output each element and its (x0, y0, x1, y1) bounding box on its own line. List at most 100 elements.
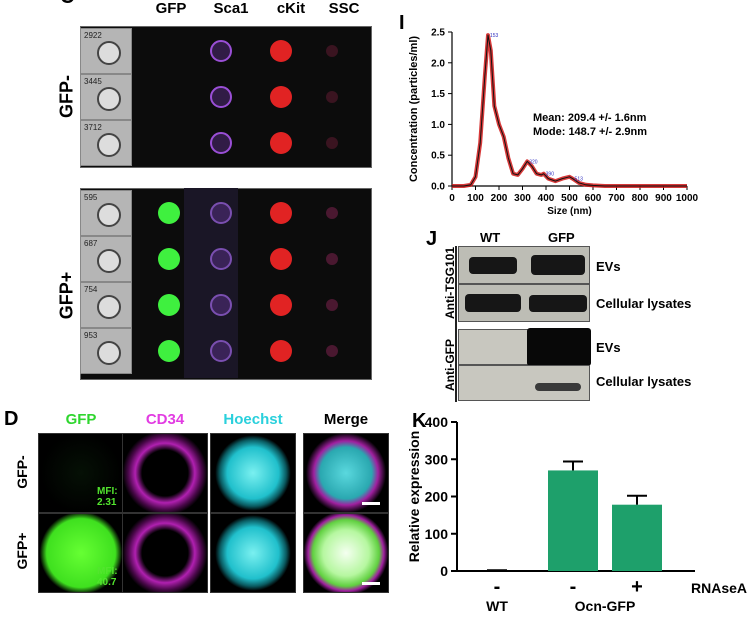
y-tick-label: 1.5 (431, 89, 445, 100)
row-label-d-gfp-neg: GFP- (14, 455, 30, 489)
blot-tsg101-lysates (458, 284, 590, 322)
brightfield-cell: 3445 (80, 74, 132, 120)
brightfield-cell-outline (97, 41, 121, 65)
cell-id-label: 687 (84, 239, 98, 248)
y-tick-label: 200 (425, 489, 449, 505)
row-label-gfp-pos: GFP+ (56, 271, 77, 320)
x-tick-label: 900 (655, 193, 672, 204)
blot-label-gfp-lysates: Cellular lysates (596, 374, 692, 389)
nta-size-distribution-chart: 0.0 0.5 1.0 1.5 2.0 2.5 0 100 200 300 400 500 600 700… (408, 28, 699, 218)
column-header-gfp: GFP (65, 411, 97, 428)
fluorescent-cell-ckit (270, 340, 292, 362)
y-tick-label: 2.0 (431, 58, 445, 69)
row-label-gfp-neg: GFP- (56, 75, 77, 118)
blot-label-tsg101-lysates: Cellular lysates (596, 296, 692, 311)
fluorescent-cell-sca1 (210, 340, 232, 362)
blot-tsg101-evs (458, 246, 590, 284)
x-tick-label: 0 (449, 193, 455, 204)
micrograph-signal (123, 434, 207, 512)
peak-label: 513 (575, 177, 584, 183)
mean-annotation: Mean: 209.4 +/- 1.6nm (533, 112, 647, 124)
panel-i-letter: I (399, 12, 405, 34)
fluorescent-cell-gfp (158, 340, 180, 362)
mode-annotation: Mode: 148.7 +/- 2.9nm (533, 126, 647, 138)
scale-bar (362, 582, 380, 585)
brightfield-cell-outline (97, 203, 121, 227)
brightfield-cell: 595 (80, 190, 132, 236)
peak-label: 320 (529, 159, 538, 165)
y-axis-label: Relative expression (406, 431, 422, 563)
brightfield-cell: 2922 (80, 28, 132, 74)
micrograph-hoechst (210, 433, 296, 513)
cell-id-label: 2922 (84, 31, 102, 40)
cell-id-label: 953 (84, 331, 98, 340)
rnase-label: RNAseA (691, 580, 747, 596)
x-tick-label: 600 (585, 193, 602, 204)
panel-j-letter: J (426, 228, 438, 250)
cell-id-label: 754 (84, 285, 98, 294)
micrograph-merge (303, 433, 389, 513)
y-tick-label: 300 (425, 451, 449, 467)
mfi-value: MFI: 2.31 (97, 486, 118, 508)
x-tick-label: 100 (467, 193, 484, 204)
rnase-sign: - (494, 576, 501, 598)
blot-label-tsg101-evs: EVs (596, 259, 621, 274)
y-tick-label: 2.5 (431, 28, 445, 39)
fluorescent-cell-sca1 (210, 294, 232, 316)
micrograph-cd34 (122, 433, 208, 513)
blot-label-gfp-evs: EVs (596, 340, 621, 355)
micrograph-signal (304, 514, 388, 592)
rnase-sign: + (631, 576, 643, 598)
peak-label: 153 (490, 33, 499, 39)
column-header-merge: Merge (323, 411, 369, 428)
brightfield-cell-outline (97, 341, 121, 365)
y-tick-label: 100 (425, 526, 449, 542)
micrograph-cd34 (122, 513, 208, 593)
blot-separator-line (455, 246, 457, 402)
scale-bar (362, 502, 380, 505)
fluorescent-cell-ssc (326, 253, 338, 265)
micrograph-gfp: MFI: 40.7 (38, 513, 124, 593)
column-header-gfp: GFP (155, 0, 187, 17)
micrograph-hoechst (210, 513, 296, 593)
brightfield-cell: 754 (80, 282, 132, 328)
fluorescent-cell-ssc (326, 45, 338, 57)
x-tick-label: 300 (514, 193, 531, 204)
row-label-d-gfp-pos: GFP+ (14, 532, 30, 570)
fluorescent-cell-sca1 (210, 202, 232, 224)
y-tick-label: 0.0 (431, 182, 445, 193)
brightfield-cell: 3712 (80, 120, 132, 166)
blot-gfp-lysates (458, 365, 590, 401)
fluorescent-cell-ckit (270, 86, 292, 108)
lane-label-wt: WT (480, 230, 501, 245)
fluorescent-cell-gfp (158, 294, 180, 316)
micrograph-signal (304, 434, 388, 512)
fluorescent-cell-ckit (270, 294, 292, 316)
micrograph-signal (123, 514, 207, 592)
fluorescent-cell-ssc (326, 345, 338, 357)
cell-id-label: 3445 (84, 77, 102, 86)
x-tick-label: 500 (561, 193, 578, 204)
fluorescent-cell-ssc (326, 299, 338, 311)
micrograph-merge (303, 513, 389, 593)
cell-id-label: 595 (84, 193, 98, 202)
nta-series-line (452, 34, 687, 187)
fluorescent-cell-sca1 (210, 86, 232, 108)
column-header-hoechst: Hoechst (223, 411, 283, 428)
fluorescent-cell-ckit (270, 248, 292, 270)
x-tick-label: 800 (632, 193, 649, 204)
fluorescent-cell-sca1 (210, 40, 232, 62)
panel-c-letter: C (60, 0, 74, 9)
bar (612, 504, 662, 571)
y-tick-label: 400 (425, 414, 449, 430)
brightfield-cell-outline (97, 133, 121, 157)
fluorescent-cell-ssc (326, 137, 338, 149)
brightfield-cell-outline (97, 295, 121, 319)
fluorescent-cell-ckit (270, 132, 292, 154)
fluorescent-cell-ckit (270, 40, 292, 62)
rnase-sign: - (570, 576, 577, 598)
brightfield-cell: 953 (80, 328, 132, 374)
mfi-value: MFI: 40.7 (97, 566, 118, 588)
y-tick-label: 1.0 (431, 120, 445, 131)
